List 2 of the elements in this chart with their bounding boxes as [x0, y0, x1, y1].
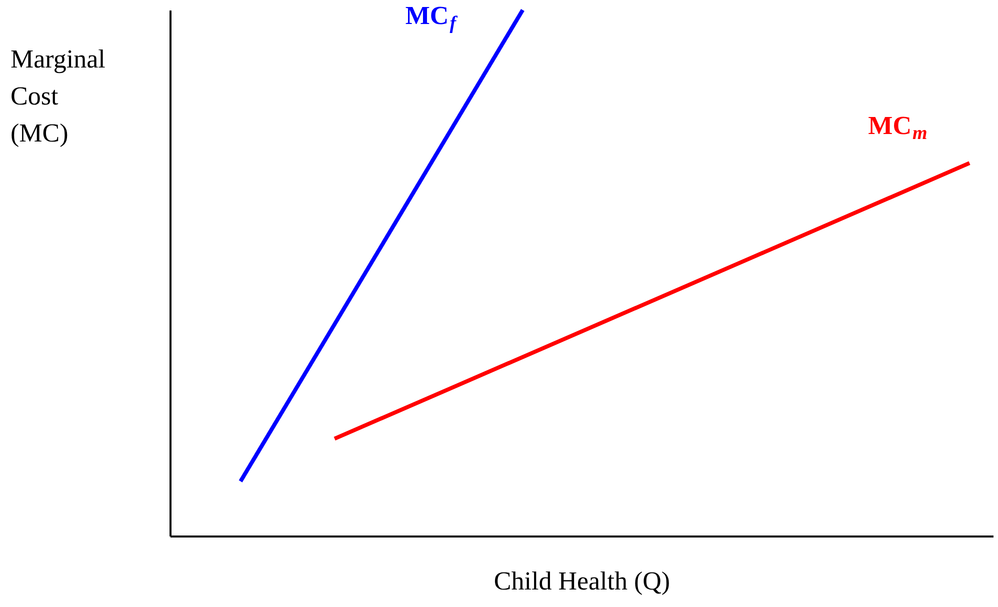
y-axis-title: Marginal Cost (MC)	[10, 44, 106, 148]
x-axis-title: Child Health (Q)	[494, 566, 670, 596]
